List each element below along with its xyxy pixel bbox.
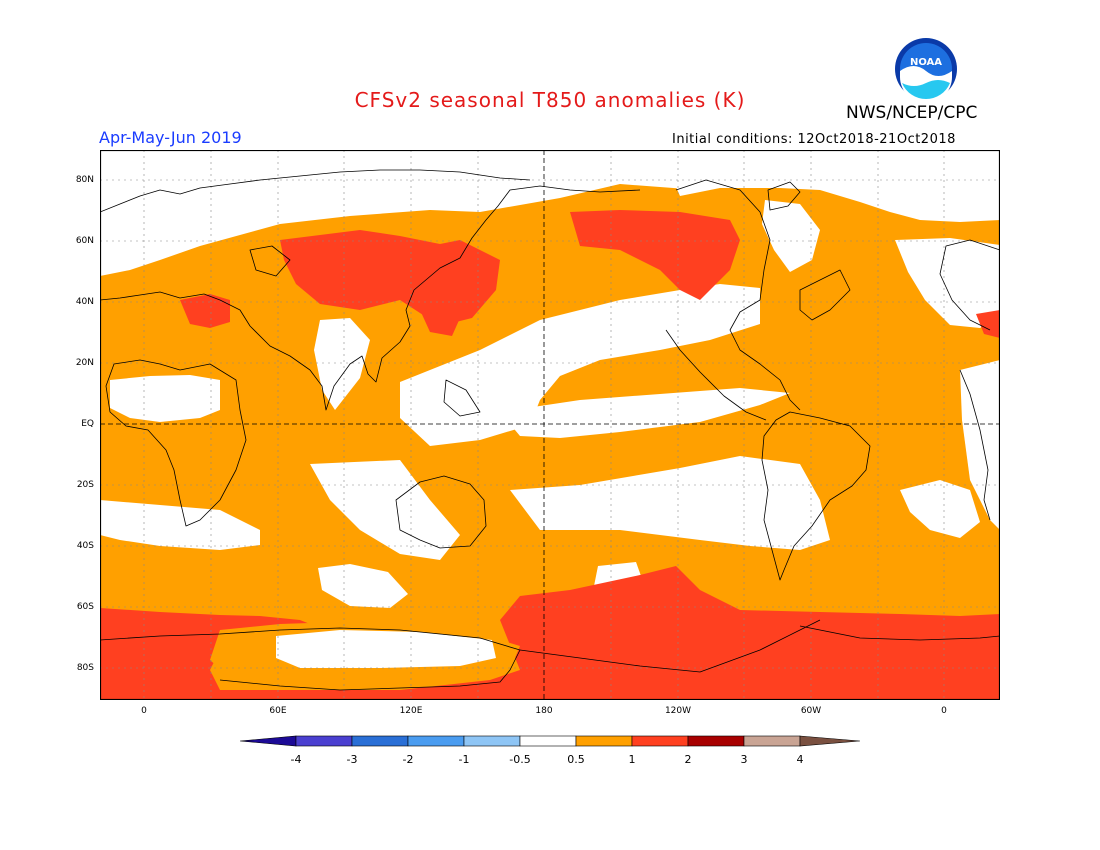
colorbar-label: -1: [458, 753, 470, 766]
lat-label-80n: 80N: [75, 175, 94, 185]
lon-label-60w: 60W: [800, 706, 822, 716]
colorbar-swatch: [687, 735, 745, 747]
reference-lines: [100, 150, 1000, 700]
colorbar-swatch: [519, 735, 577, 747]
colorbar-swatch: [407, 735, 465, 747]
colorbar-swatch: [239, 735, 297, 747]
colorbar-label: 2: [684, 753, 692, 766]
colorbar-swatch: [799, 735, 861, 747]
colorbar-swatch: [351, 735, 409, 747]
initial-conditions: Initial conditions: 12Oct2018-21Oct2018: [672, 132, 956, 147]
lat-label-80s: 80S: [76, 663, 94, 673]
organization-label: NWS/NCEP/CPC: [846, 103, 978, 123]
lon-label-180: 180: [535, 706, 553, 716]
colorbar-label: -4: [290, 753, 302, 766]
colorbar-swatch: [463, 735, 521, 747]
colorbar-label: 0.5: [567, 753, 585, 766]
forecast-period: Apr-May-Jun 2019: [99, 128, 242, 147]
colorbar-label: 1: [628, 753, 636, 766]
lat-label-60s: 60S: [76, 602, 94, 612]
lon-label-0-west: 0: [141, 706, 147, 716]
lat-label-40n: 40N: [75, 297, 94, 307]
colorbar-swatch: [743, 735, 801, 747]
anomaly-map: [100, 150, 1000, 700]
noaa-logo-text: NOAA: [910, 57, 942, 68]
colorbar-label: -3: [346, 753, 358, 766]
chart-title: CFSv2 seasonal T850 anomalies (K): [354, 88, 746, 112]
colorbar-swatch: [295, 735, 353, 747]
colorbar: [239, 735, 861, 747]
lat-label-eq: EQ: [81, 419, 94, 429]
coastlines: [100, 169, 1000, 691]
lat-label-20n: 20N: [75, 358, 94, 368]
lon-label-120e: 120E: [399, 706, 423, 716]
lat-label-20s: 20S: [76, 480, 94, 490]
lon-label-0-east: 0: [941, 706, 947, 716]
lon-label-120w: 120W: [664, 706, 692, 716]
colorbar-label: 4: [796, 753, 804, 766]
lon-label-60e: 60E: [269, 706, 287, 716]
colorbar-swatch: [631, 735, 689, 747]
colorbar-label: -0.5: [509, 753, 531, 766]
graticule: [100, 150, 1000, 700]
lat-label-40s: 40S: [76, 541, 94, 551]
noaa-logo: NOAA: [894, 37, 958, 103]
lat-label-60n: 60N: [75, 236, 94, 246]
colorbar-label: -2: [402, 753, 414, 766]
colorbar-label: 3: [740, 753, 748, 766]
colorbar-swatch: [575, 735, 633, 747]
